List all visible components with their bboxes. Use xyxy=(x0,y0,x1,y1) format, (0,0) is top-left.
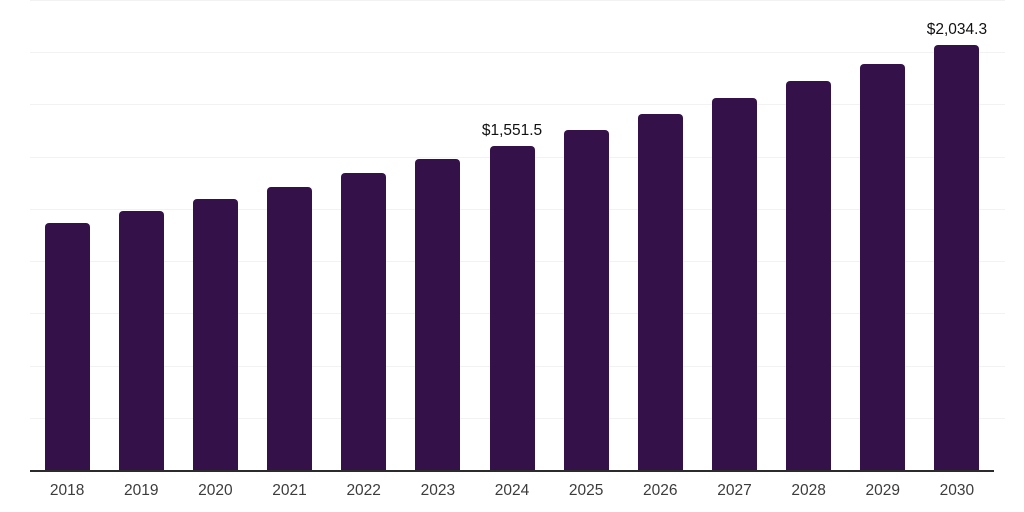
plot-area: $1,551.5 $2,034.3 xyxy=(30,0,1005,472)
x-axis-labels: 2018 2019 2020 2021 2022 2023 2024 2025 2026 2027… xyxy=(30,482,994,504)
x-tick-label: 2018 xyxy=(49,482,85,499)
bar-2025[interactable] xyxy=(563,130,609,470)
bar-2021[interactable] xyxy=(267,186,313,470)
bar-2018[interactable] xyxy=(44,222,90,470)
bar-2027[interactable] xyxy=(711,97,757,470)
x-tick-label: 2028 xyxy=(791,482,826,499)
bar-2026[interactable] xyxy=(637,114,683,470)
x-axis-line xyxy=(30,470,994,472)
data-label: $1,551.5 xyxy=(481,121,543,139)
bar-2022[interactable] xyxy=(341,173,387,470)
x-tick-label: 2025 xyxy=(568,482,604,499)
x-tick-label: 2021 xyxy=(272,482,307,499)
x-tick-label: 2024 xyxy=(494,482,530,499)
gridline xyxy=(30,104,1005,106)
x-tick-label: 2020 xyxy=(198,482,233,499)
bar-2024[interactable] xyxy=(489,145,535,470)
x-tick-label: 2022 xyxy=(346,482,381,499)
bar-2030[interactable] xyxy=(934,45,980,470)
data-label: $2,034.3 xyxy=(926,21,988,39)
gridline xyxy=(30,0,1005,1)
x-tick-label: 2027 xyxy=(717,482,752,499)
x-tick-label: 2029 xyxy=(865,482,900,499)
x-tick-label: 2019 xyxy=(123,482,159,499)
bar-2020[interactable] xyxy=(192,198,238,470)
bar-2028[interactable] xyxy=(786,81,832,470)
bar-2029[interactable] xyxy=(860,63,906,470)
gridline xyxy=(30,52,1005,54)
bar-2023[interactable] xyxy=(415,159,461,470)
x-tick-label: 2030 xyxy=(939,482,975,499)
bar-2019[interactable] xyxy=(118,211,164,470)
x-tick-label: 2023 xyxy=(420,482,456,499)
x-tick-label: 2026 xyxy=(643,482,678,499)
